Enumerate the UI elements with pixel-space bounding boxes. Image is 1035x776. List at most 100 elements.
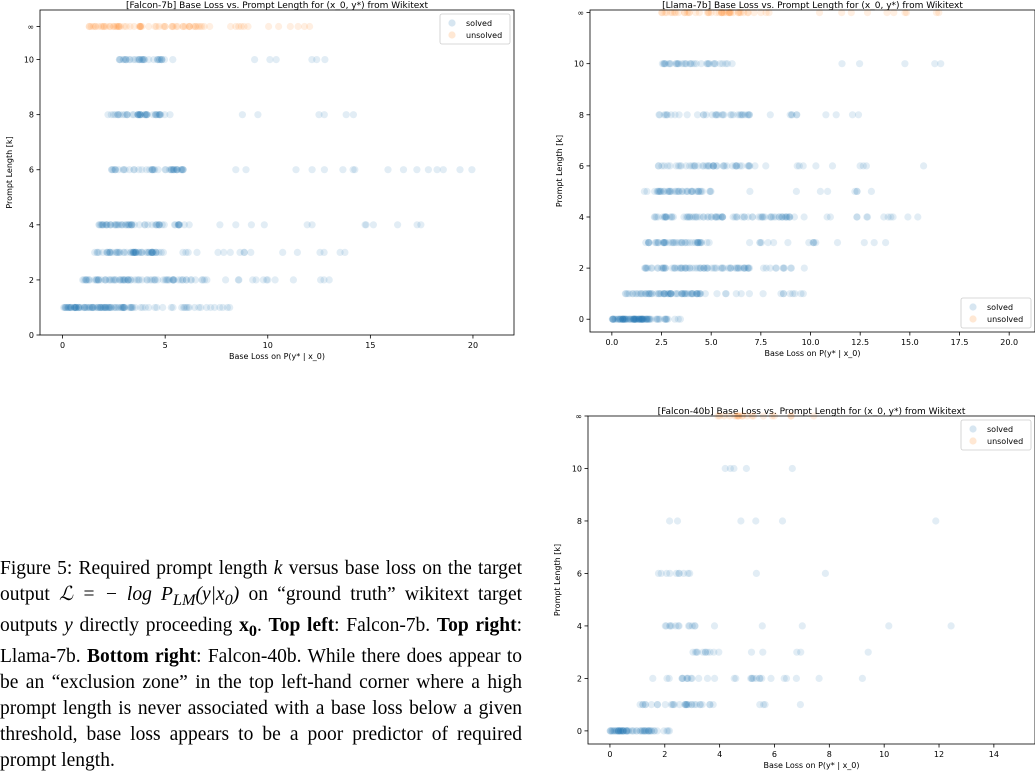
solved-point [664,290,672,298]
solved-point [766,264,774,272]
solved-point [236,248,244,256]
solved-point [675,569,683,577]
solved-point [156,111,164,119]
solved-point [127,303,135,312]
solved-point [683,674,691,682]
solved-point [640,727,648,735]
solved-point [681,60,690,68]
solved-point [608,315,616,323]
solved-point [136,111,144,119]
solved-point [696,290,704,298]
solved-point [384,166,392,174]
solved-point [119,166,127,174]
solved-point [609,315,617,323]
solved-point [809,239,817,247]
solved-point [619,315,627,323]
solved-point [671,315,679,323]
unsolved-point [683,9,691,17]
solved-point [114,303,122,312]
solved-point [662,239,670,247]
solved-point [782,674,791,682]
solved-point [719,111,727,119]
solved-point [669,701,677,709]
solved-point [683,264,691,272]
solved-point [170,166,178,174]
solved-point [361,221,369,229]
solved-point [662,622,670,630]
solved-point [203,303,211,312]
unsolved-point [115,22,123,31]
solved-point [616,315,624,323]
solved-point [303,221,311,229]
solved-point [632,315,640,323]
solved-point [174,221,182,229]
solved-point [111,166,119,174]
solved-point [653,727,661,735]
solved-point [694,239,702,247]
unsolved-point [901,9,909,17]
solved-point [119,303,127,312]
solved-point [650,727,658,735]
solved-point [682,701,690,709]
unsolved-point [168,22,176,31]
solved-point [125,56,133,64]
solved-point [786,213,794,221]
solved-point [680,569,688,577]
solved-point [79,303,87,312]
solved-point [645,290,654,298]
solved-point [695,239,703,247]
solved-point [187,276,195,284]
solved-point [709,60,718,68]
solved-point [167,166,175,174]
solved-point [931,60,939,68]
solved-point [772,264,780,272]
solved-point [164,276,172,284]
solved-point [111,221,119,229]
solved-point [733,213,741,221]
x-tick-label: 14 [989,750,999,759]
solved-point [266,56,274,64]
unsolved-point [670,9,679,17]
solved-point [661,239,669,247]
solved-point [115,56,124,64]
solved-point [772,213,780,221]
solved-point [124,276,132,284]
solved-point [695,264,703,272]
solved-point [182,276,190,284]
solved-point [642,727,650,735]
solved-point [622,727,631,735]
solved-point [697,264,705,272]
solved-point [632,315,640,323]
solved-point [626,315,635,323]
solved-point [106,303,115,312]
solved-point [800,264,808,272]
solved-point [860,239,868,247]
solved-point [143,276,151,284]
solved-point [711,60,719,68]
solved-point [713,162,721,170]
y-tick-label: 4 [577,622,582,631]
solved-point [695,674,703,682]
solved-point [688,60,696,68]
solved-point [272,56,280,64]
solved-point [71,303,79,312]
solved-point [313,56,321,64]
solved-point [810,239,818,247]
solved-point [870,239,878,247]
solved-point [156,111,164,119]
caption-y-var: y [64,614,73,636]
solved-point [660,239,668,247]
solved-point [81,303,89,312]
solved-point [664,290,672,298]
solved-point [737,517,745,525]
caption-text-3: on “ground truth” wikitext target output… [0,584,523,636]
solved-point [663,674,671,682]
solved-point [669,239,677,247]
solved-point [699,213,707,221]
solved-point [706,187,714,195]
solved-point [127,248,135,256]
solved-point [882,239,890,247]
solved-point [696,290,704,298]
solved-point [706,701,714,709]
solved-point [123,111,131,119]
